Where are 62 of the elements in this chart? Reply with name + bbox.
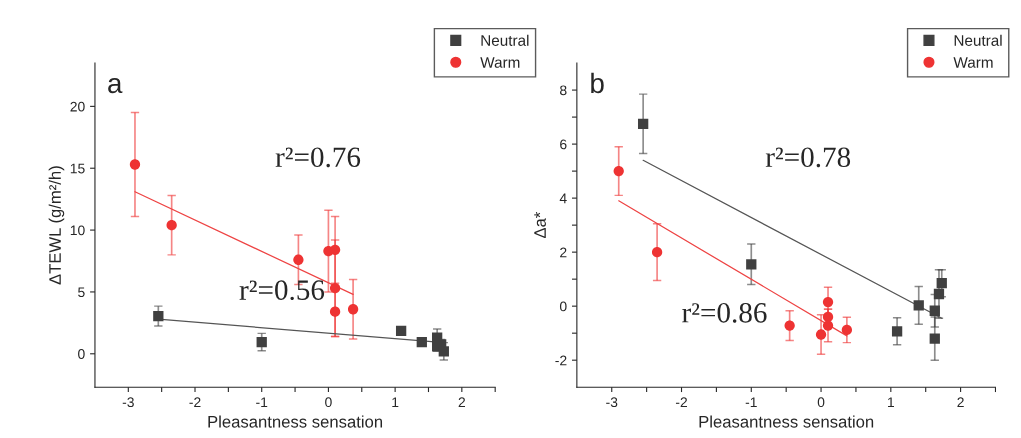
point: [815, 329, 827, 340]
legend-label: Warm: [480, 57, 520, 68]
y-tick-label: 15: [70, 163, 85, 174]
point: [637, 118, 649, 129]
annotation: r²=0.56: [239, 280, 325, 301]
point: [746, 259, 757, 270]
x-tick-label: 2: [458, 397, 465, 407]
point: [129, 159, 141, 170]
y-axis-title: Δa*: [534, 211, 546, 239]
point: [933, 288, 945, 300]
point: [329, 306, 341, 317]
point: [822, 296, 834, 308]
y-tick-label: 5: [78, 287, 85, 298]
point: [913, 300, 924, 311]
y-tick-label: 20: [70, 101, 85, 112]
x-axis-title: Pleasantness sensation: [208, 415, 383, 428]
y-tick-label: 10: [70, 225, 85, 236]
y-tick-label: 0: [559, 301, 567, 312]
annotation: r²=0.76: [275, 147, 361, 168]
y-tick-label: 2: [560, 247, 567, 258]
x-tick-label: -1: [745, 397, 757, 407]
x-tick-label: -3: [122, 397, 134, 408]
point: [153, 310, 164, 322]
x-tick-label: 1: [392, 397, 399, 407]
point: [438, 346, 449, 357]
point: [329, 283, 341, 294]
x-tick-label: -3: [606, 397, 618, 408]
y-axis-title: ΔTEWL (g/m²/h): [48, 166, 65, 285]
x-tick-label: 0: [325, 397, 332, 408]
legend-label: Neutral: [481, 34, 529, 46]
y-tick-label: -2: [555, 355, 567, 366]
y-tick-label: 8: [560, 85, 567, 96]
point: [784, 320, 795, 331]
point: [936, 278, 947, 289]
point: [651, 246, 663, 258]
point: [416, 336, 427, 348]
x-tick-label: 2: [957, 397, 964, 407]
x-tick-label: -2: [675, 397, 687, 407]
point: [166, 219, 177, 231]
x-tick-label: -2: [189, 397, 201, 407]
y-tick-label: 0: [78, 349, 85, 359]
point: [841, 324, 853, 336]
annotation: r²=0.78: [765, 147, 851, 168]
legend-label: Warm: [953, 57, 993, 68]
y-tick-label: 4: [559, 193, 567, 204]
x-tick-label: 1: [888, 397, 895, 407]
x-tick-label: 0: [817, 397, 825, 408]
x-tick-label: -1: [256, 397, 268, 407]
y-tick-label: 6: [560, 139, 567, 150]
point: [256, 336, 267, 348]
point: [822, 320, 834, 331]
point: [293, 254, 304, 265]
annotation: r²=0.86: [682, 302, 767, 323]
chart-title: a: [108, 77, 123, 94]
point: [613, 165, 624, 177]
point: [347, 304, 359, 315]
legend-label: Neutral: [954, 34, 1002, 46]
point: [891, 326, 903, 337]
point: [395, 325, 407, 337]
x-axis-title: Pleasantness sensation: [699, 415, 874, 428]
point: [929, 333, 940, 344]
chart-title: b: [591, 72, 604, 94]
